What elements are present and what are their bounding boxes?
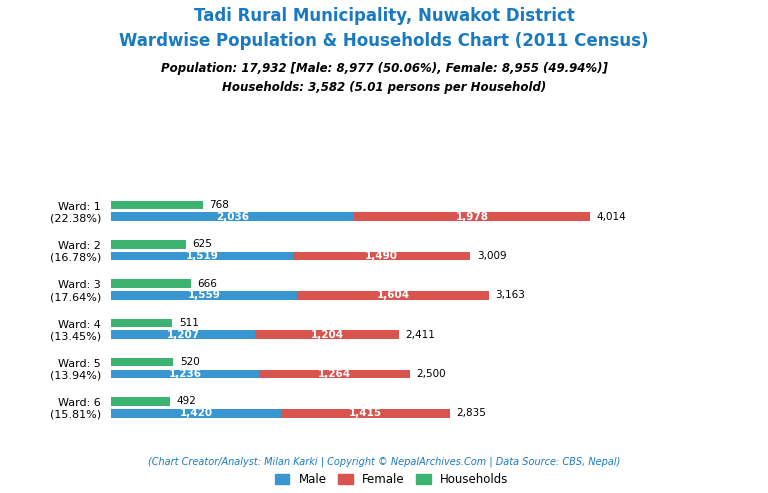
Text: Wardwise Population & Households Chart (2011 Census): Wardwise Population & Households Chart (… (119, 32, 649, 50)
Bar (111, 291, 297, 300)
Bar (293, 252, 470, 260)
Bar (111, 279, 190, 288)
Text: 2,036: 2,036 (217, 212, 250, 222)
Bar (111, 397, 170, 406)
Bar (111, 409, 281, 418)
Text: 1,415: 1,415 (349, 408, 382, 418)
Bar (111, 318, 172, 327)
Bar (255, 330, 399, 339)
Bar (259, 370, 409, 378)
Bar (111, 212, 354, 221)
Text: 1,204: 1,204 (310, 330, 344, 340)
Text: Tadi Rural Municipality, Nuwakot District: Tadi Rural Municipality, Nuwakot Distric… (194, 7, 574, 26)
Text: (Chart Creator/Analyst: Milan Karki | Copyright © NepalArchives.Com | Data Sourc: (Chart Creator/Analyst: Milan Karki | Co… (147, 456, 621, 466)
Text: 3,009: 3,009 (477, 251, 506, 261)
Text: 1,236: 1,236 (169, 369, 201, 379)
Text: 1,207: 1,207 (167, 330, 200, 340)
Bar (111, 330, 255, 339)
Text: 1,559: 1,559 (188, 290, 220, 300)
Text: 1,604: 1,604 (376, 290, 409, 300)
Bar (281, 409, 449, 418)
Text: 511: 511 (179, 318, 199, 328)
Text: 492: 492 (177, 396, 197, 406)
Text: 2,411: 2,411 (406, 330, 435, 340)
Text: 1,978: 1,978 (455, 212, 488, 222)
Text: 666: 666 (197, 279, 217, 288)
Text: 520: 520 (180, 357, 200, 367)
Text: 768: 768 (210, 200, 230, 210)
Text: Population: 17,932 [Male: 8,977 (50.06%), Female: 8,955 (49.94%)]: Population: 17,932 [Male: 8,977 (50.06%)… (161, 62, 607, 74)
Bar (111, 201, 203, 210)
Bar (111, 240, 186, 248)
Text: 1,490: 1,490 (365, 251, 398, 261)
Bar (111, 252, 293, 260)
Text: 1,420: 1,420 (180, 408, 213, 418)
Text: 4,014: 4,014 (597, 212, 627, 222)
Bar (111, 358, 174, 366)
Bar (354, 212, 590, 221)
Bar (111, 370, 259, 378)
Text: 2,835: 2,835 (456, 408, 486, 418)
Bar (297, 291, 488, 300)
Text: 3,163: 3,163 (495, 290, 525, 300)
Legend: Male, Female, Households: Male, Female, Households (270, 468, 513, 491)
Text: 1,519: 1,519 (186, 251, 218, 261)
Text: 1,264: 1,264 (318, 369, 351, 379)
Text: 625: 625 (193, 239, 212, 249)
Text: 2,500: 2,500 (416, 369, 445, 379)
Text: Households: 3,582 (5.01 persons per Household): Households: 3,582 (5.01 persons per Hous… (222, 81, 546, 94)
